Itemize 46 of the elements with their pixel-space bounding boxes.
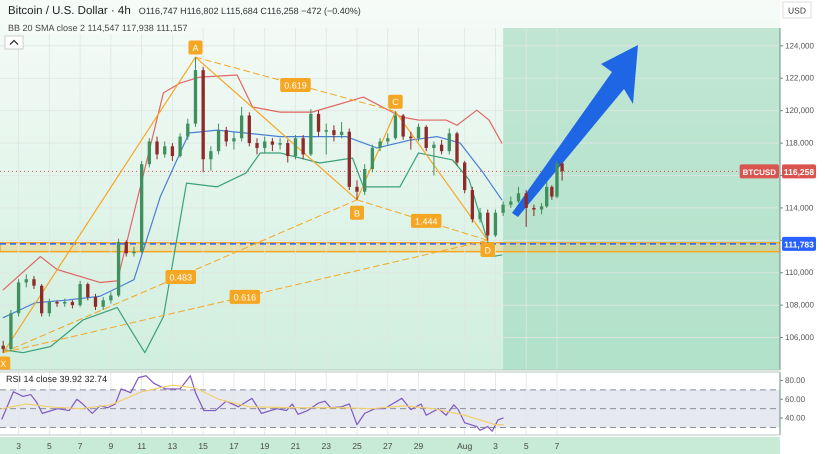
x-tick-label: 23 <box>321 441 332 451</box>
ref-line-label: 111,783 <box>784 239 814 250</box>
y-tick-label: 122,000 <box>785 74 814 83</box>
y-tick-label: 120,000 <box>785 106 814 116</box>
x-tick-label: 9 <box>108 441 114 451</box>
annotation: 0.616 <box>234 292 256 302</box>
annotation: B <box>354 208 360 218</box>
x-tick-label: 11 <box>137 441 146 451</box>
x-tick-label: 25 <box>352 441 362 451</box>
x-tick-label: 15 <box>198 441 208 451</box>
x-tick-label: 7 <box>554 441 560 451</box>
chart-title: Bitcoin / U.S. Dollar · 4h <box>8 5 131 17</box>
x-tick-label: 17 <box>229 441 239 451</box>
chart-title: RSI 14 close 39.92 32.74 <box>6 374 108 384</box>
x-tick-label: 3 <box>493 441 498 451</box>
x-tick-label: Aug <box>457 441 472 451</box>
x-tick-label: 7 <box>78 441 83 451</box>
y-tick-label: 108,000 <box>785 300 814 310</box>
y-tick-label: 80.00 <box>785 376 806 385</box>
x-tick-label: 5 <box>524 441 529 451</box>
y-tick-label: 124,000 <box>785 41 814 50</box>
annotation: 0.619 <box>284 80 307 91</box>
x-tick-label: 29 <box>414 441 424 451</box>
annotation: BB 20 SMA close 2 114,547 117,938 111,157 <box>8 23 188 33</box>
annotation: X <box>0 359 6 370</box>
y-tick-label: 110,000 <box>785 268 814 278</box>
chart-subtitle: O116,747 H116,802 L115,684 C116,258 −472 (−0.40%) <box>138 6 361 16</box>
annotation: C <box>392 97 400 108</box>
y-tick-label: 114,000 <box>785 203 814 212</box>
ref-line-label: 116,258 <box>784 166 814 177</box>
x-tick-label: 27 <box>383 441 393 451</box>
x-tick-label: 13 <box>168 441 178 451</box>
annotation: 1.444 <box>414 216 438 226</box>
y-axis-title: USD <box>788 6 806 16</box>
annotation: D <box>484 246 492 256</box>
y-tick-label: 40.00 <box>785 414 806 423</box>
annotation: 0.483 <box>169 272 192 282</box>
annotation: BTCUSD <box>742 168 776 177</box>
annotation: A <box>192 42 198 53</box>
x-tick-label: 19 <box>260 441 270 451</box>
x-tick-label: 5 <box>46 441 52 451</box>
y-tick-label: 106,000 <box>785 333 814 342</box>
x-tick-label: 21 <box>290 441 300 451</box>
y-tick-label: 60.00 <box>785 394 806 404</box>
x-tick-label: 3 <box>16 441 22 451</box>
y-tick-label: 118,000 <box>785 138 814 148</box>
